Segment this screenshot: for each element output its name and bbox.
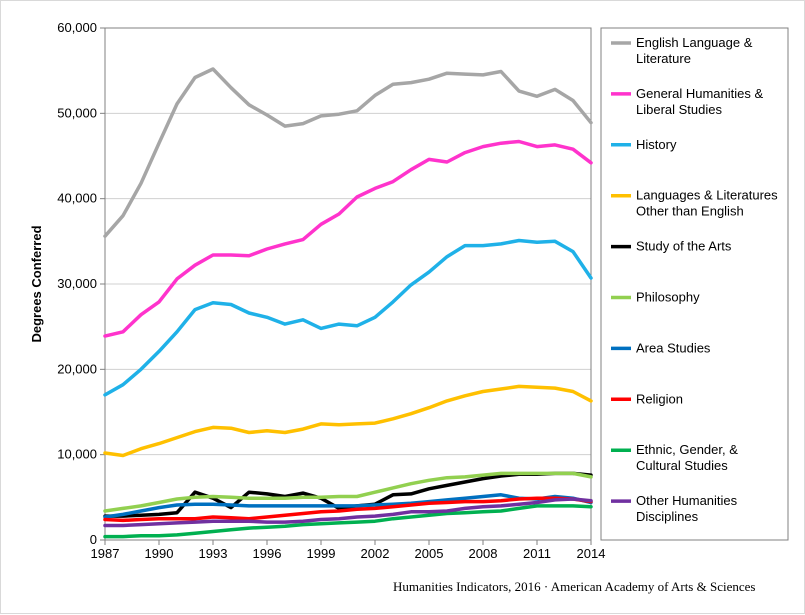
legend-label-line: Area Studies: [636, 340, 711, 355]
legend-label-line: History: [636, 137, 677, 152]
x-tick-label: 1993: [199, 546, 228, 561]
legend-label-10: Other Humanities Disciplines: [636, 493, 738, 524]
legend-label-line: English Language &: [636, 35, 753, 50]
legend-label-line: Philosophy: [636, 290, 700, 305]
legend-label-line: Ethnic, Gender, &: [636, 442, 738, 457]
x-tick-label: 2008: [469, 546, 498, 561]
y-tick-label: 0: [90, 532, 97, 547]
series-line-6: [103, 471, 593, 513]
series-line-3: [103, 238, 593, 397]
y-tick-label: 30,000: [57, 276, 97, 291]
series-line-8: [103, 496, 593, 523]
legend-label-line: Disciplines: [636, 509, 699, 524]
legend-label-line: General Humanities &: [636, 86, 763, 101]
x-tick-label: 2011: [523, 546, 551, 561]
x-tick-label: 1999: [307, 546, 336, 561]
series-line-7: [103, 493, 593, 519]
legend-box: [600, 27, 789, 541]
y-tick-label: 40,000: [57, 191, 97, 206]
series-line-10: [103, 497, 593, 528]
x-axis-ticks: 1987 1990 1993 1996 1999 2002 2005 2008 2011 2014: [91, 540, 606, 561]
x-tick-label: 2002: [361, 546, 390, 561]
x-tick-label: 2005: [415, 546, 444, 561]
legend-label-line: Literature: [636, 51, 691, 66]
legend-label-6: Philosophy: [636, 290, 700, 305]
series-line-9: [103, 504, 593, 539]
series-line-4: [103, 384, 593, 458]
x-tick-label: 1987: [91, 546, 120, 561]
series-line-2: [103, 139, 593, 338]
legend-label-8: Religion: [636, 391, 683, 406]
y-tick-label: 10,000: [57, 447, 97, 462]
legend-label-line: Religion: [636, 391, 683, 406]
y-axis-ticks: 0 10,000 20,000 30,000 40,000 50,000 60,000: [57, 20, 105, 547]
legend-label-line: Liberal Studies: [636, 102, 722, 117]
series-line-1: [103, 67, 593, 238]
series-lines: [103, 67, 593, 539]
legend-label-line: Other Humanities: [636, 493, 738, 508]
legend-label-7: Area Studies: [636, 340, 711, 355]
legend-label-line: Languages & Literatures: [636, 188, 778, 203]
source-credit: Humanities Indicators, 2016 · American A…: [393, 579, 756, 594]
legend-label-line: Study of the Arts: [636, 239, 732, 254]
legend-label-line: Other than English: [636, 204, 744, 219]
y-tick-label: 60,000: [57, 20, 97, 35]
legend: English Language & Literature General Huma…: [600, 27, 789, 541]
legend-label-2: General Humanities & Liberal Studies: [636, 86, 763, 117]
legend-label-5: Study of the Arts: [636, 239, 732, 254]
y-tick-label: 50,000: [57, 105, 97, 120]
legend-label-1: English Language & Literature: [636, 35, 753, 66]
y-axis-title: Degrees Conferred: [29, 225, 44, 342]
legend-label-line: Cultural Studies: [636, 458, 728, 473]
legend-label-3: History: [636, 137, 677, 152]
x-tick-label: 1996: [253, 546, 282, 561]
y-tick-label: 20,000: [57, 361, 97, 376]
legend-label-9: Ethnic, Gender, & Cultural Studies: [636, 442, 738, 473]
legend-label-4: Languages & Literatures Other than Englis…: [636, 188, 778, 219]
x-tick-label: 2014: [577, 546, 606, 561]
x-tick-label: 1990: [145, 546, 174, 561]
